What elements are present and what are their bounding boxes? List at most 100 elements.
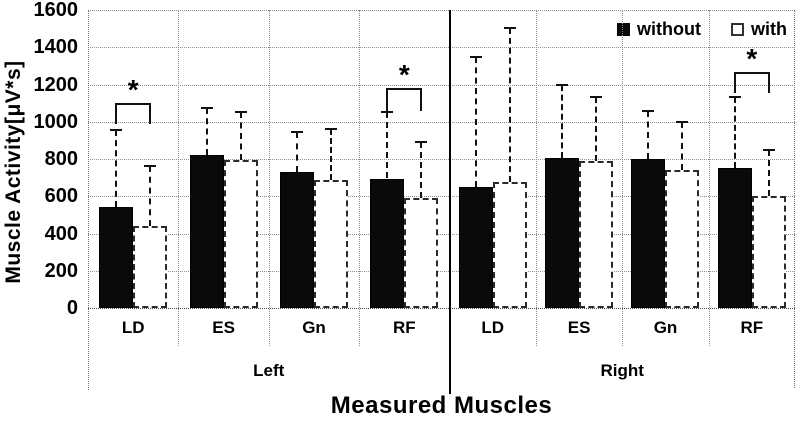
error-cap-without-right-ES [556,84,569,87]
error-bar-without-right-ES [561,85,564,158]
legend-label-with: with [751,19,787,39]
legend: without with [617,19,787,40]
gridline-1600 [88,10,795,11]
plot-area: without with * * * [88,10,795,394]
error-cap-without-left-RF [381,111,394,114]
error-cap-with-left-ES [234,110,247,113]
category-separator [622,10,624,346]
bar-without-right-ES [545,158,580,308]
x-category-label-right-LD: LD [481,318,505,337]
error-bar-with-left-RF [420,142,423,199]
left-right-divider [448,10,451,394]
error-bar-without-right-LD [474,56,477,187]
bar-with-right-ES [579,160,614,308]
error-bar-without-left-ES [205,107,208,156]
bar-with-left-ES [223,159,258,308]
bar-without-right-LD [458,186,493,308]
x-category-label-left-ES: ES [212,318,235,337]
x-category-label-left-Gn: Gn [302,318,326,337]
gridline-1400 [88,47,795,49]
y-tick-label-1600: 1600 [33,0,79,21]
x-category-label-right-RF: RF [740,318,764,337]
legend-item-with: with [731,19,787,40]
category-separator [708,10,710,346]
y-tick-label-1000: 1000 [33,110,79,133]
plot-left-edge [88,10,89,390]
error-cap-with-right-RF [762,148,775,151]
error-bar-with-left-Gn [329,129,332,181]
bar-without-right-Gn [631,159,666,308]
gridline-1200 [88,84,795,86]
gridline-1000 [88,121,795,123]
significance-bracket-left-RF [386,88,423,112]
category-separator [535,10,537,346]
bar-without-left-RF [370,178,405,308]
gridline-200 [88,270,795,272]
bar-without-left-Gn [279,172,314,308]
y-tick-label-1200: 1200 [33,73,79,96]
gridline-0 [88,308,795,309]
bar-with-right-RF [751,196,786,309]
error-bar-with-right-LD [508,27,511,183]
error-cap-without-left-LD [110,129,123,132]
y-axis-title: Muscle Activity[μV*s] [2,60,25,284]
significance-asterisk-left-LD: * [127,74,139,106]
plot-right-edge [794,10,795,388]
bar-with-left-LD [133,226,168,308]
y-tick-label-0: 0 [66,297,78,319]
error-cap-with-left-Gn [324,128,337,131]
bar-with-left-Gn [313,180,348,308]
error-bar-without-left-LD [115,130,118,208]
error-bar-without-right-RF [733,96,736,169]
bar-with-right-Gn [665,170,700,308]
x-category-label-left-LD: LD [121,318,145,337]
x-group-label-right: Right [600,361,644,380]
significance-bracket-left-LD [115,103,152,124]
error-bar-without-left-Gn [295,132,298,172]
error-cap-without-right-LD [469,55,482,58]
error-cap-with-left-RF [415,141,428,144]
gridline-800 [88,159,795,160]
error-bar-with-right-RF [767,149,770,197]
error-bar-with-left-LD [149,166,152,226]
legend-swatch-open-icon [731,23,744,36]
error-cap-without-left-Gn [290,131,303,133]
error-cap-with-right-LD [503,26,516,29]
y-tick-label-600: 600 [44,185,78,208]
error-cap-with-right-Gn [676,120,689,123]
category-separator [268,10,270,346]
y-tick-label-800: 800 [44,148,78,170]
error-bar-without-right-Gn [647,110,650,159]
significance-asterisk-right-RF: * [746,42,758,74]
error-cap-without-right-Gn [642,109,655,112]
y-tick-label-400: 400 [44,222,78,245]
bar-with-right-LD [492,182,527,308]
error-bar-without-left-RF [386,112,389,179]
y-tick-label-200: 200 [44,259,78,282]
bar-with-left-RF [404,198,439,308]
x-category-label-right-ES: ES [567,318,591,337]
legend-item-without: without [617,19,701,40]
bar-without-left-LD [99,207,134,308]
significance-asterisk-left-RF: * [398,59,410,91]
gridline-600 [88,196,795,198]
bar-without-right-RF [717,168,752,308]
error-cap-with-right-ES [590,95,603,98]
error-cap-without-left-ES [200,106,213,109]
error-cap-without-right-RF [728,95,741,98]
category-separator [178,10,180,346]
significance-bracket-right-RF [733,71,770,93]
x-axis-title: Measured Muscles [330,392,553,419]
x-group-label-left: Left [253,361,285,380]
category-separator [359,10,361,346]
legend-label-without: without [637,19,701,39]
x-category-label-right-Gn: Gn [653,318,678,337]
error-cap-with-left-LD [144,165,157,168]
x-category-label-left-RF: RF [392,318,416,337]
error-bar-with-left-ES [239,111,242,160]
error-bar-with-right-ES [595,96,598,161]
gridline-400 [88,233,795,235]
legend-swatch-filled-icon [617,23,631,36]
bar-without-left-ES [189,155,224,308]
